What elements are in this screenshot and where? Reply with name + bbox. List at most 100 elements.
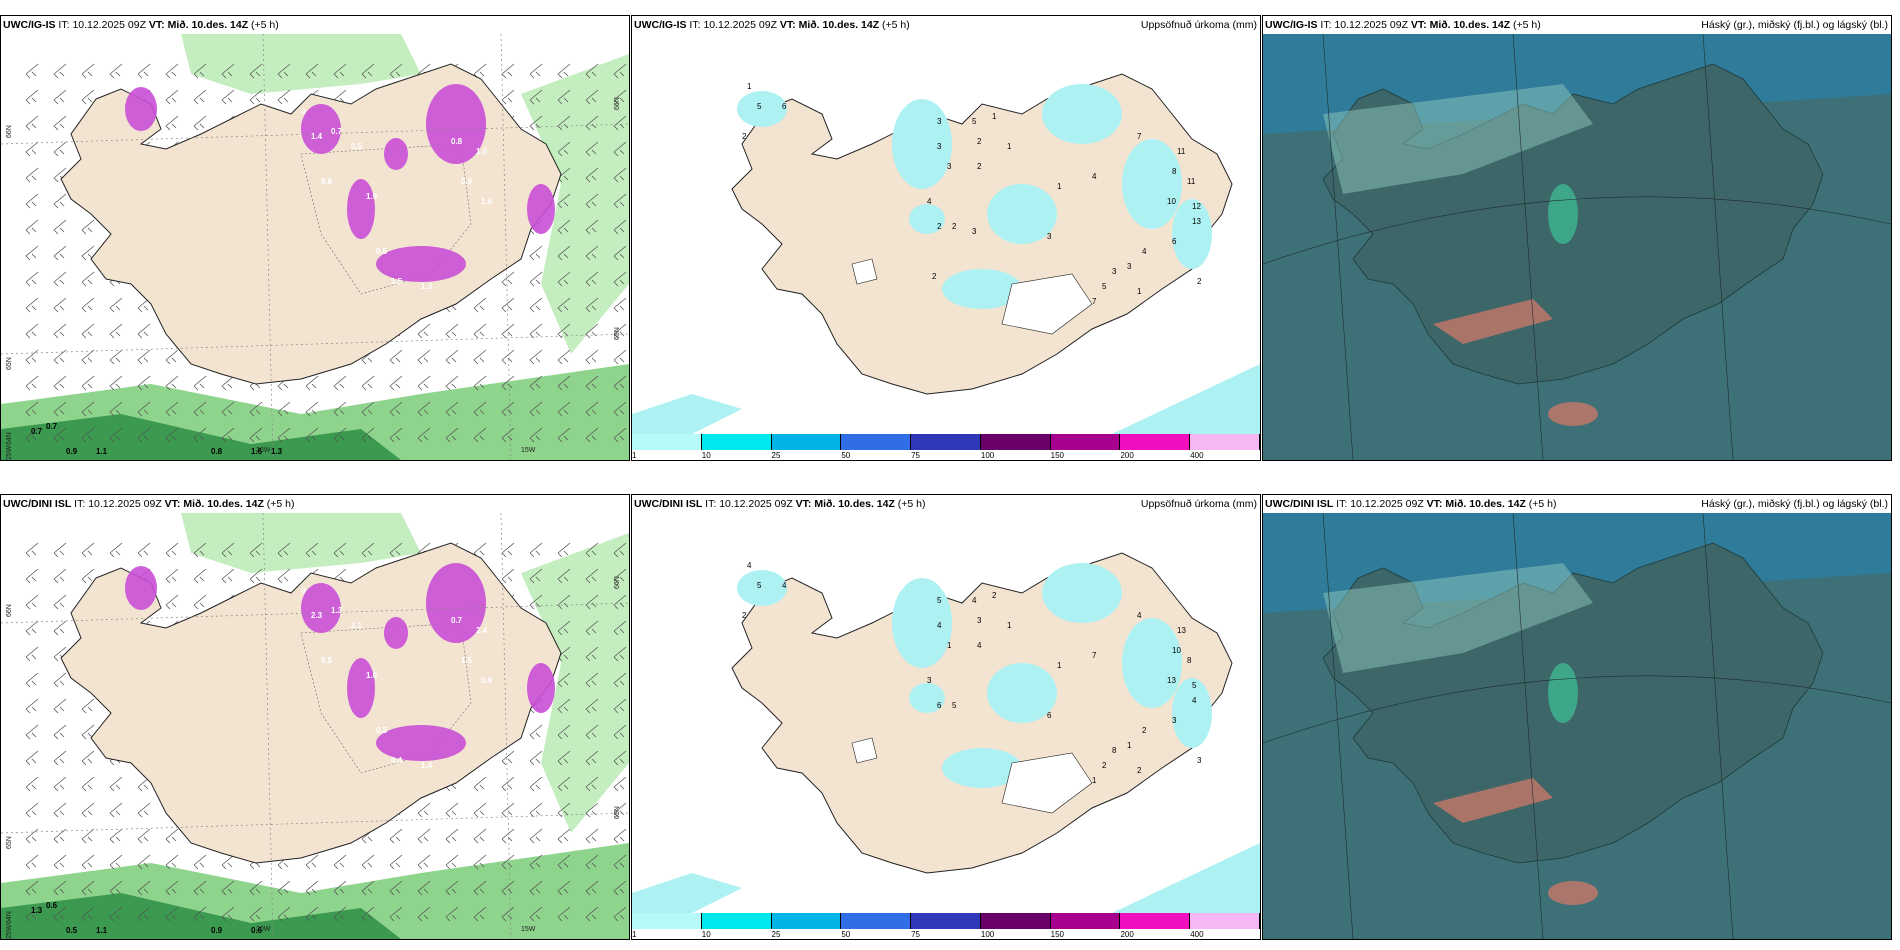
it-label: IT: [705, 498, 717, 510]
colorbar-swatch [841, 913, 912, 929]
wind-barb [613, 568, 627, 584]
wind-barb [333, 375, 347, 391]
wind-barb [585, 906, 599, 922]
longitude-line [262, 513, 274, 939]
precip-patch [987, 184, 1057, 244]
value-label: 1.6 [481, 197, 493, 206]
wind-barb [109, 906, 123, 922]
wind-barb [585, 802, 599, 818]
it-label: IT: [58, 19, 70, 31]
wind-barb [305, 63, 319, 79]
wind-barb [585, 115, 599, 131]
wind-barb [333, 401, 347, 417]
value-label: 1.4 [311, 132, 323, 141]
panel-top-right: UWC/IG-IS IT: 10.12.2025 09Z VT: Mið. 10… [1262, 15, 1892, 461]
value-label: 0.5 [66, 926, 78, 935]
wind-barb [361, 854, 375, 870]
wind-barb [221, 63, 235, 79]
value-label: 1.3 [31, 906, 43, 915]
wind-barb [501, 906, 515, 922]
wind-barb [613, 401, 627, 417]
axis-label: 66N [6, 125, 13, 138]
value-label: 0.6 [251, 926, 263, 935]
colorbar-swatch [911, 434, 981, 450]
wind-barb [25, 646, 39, 662]
wind-barb [529, 828, 543, 844]
wind-barb [305, 906, 319, 922]
colorbar-tick-label: 400 [1190, 930, 1204, 939]
wind-barb [557, 219, 571, 235]
precip-patch [942, 748, 1022, 788]
precip-value: 2 [1142, 726, 1147, 735]
precip-value: 1 [992, 112, 997, 121]
wind-barb [501, 63, 515, 79]
wind-barb [137, 63, 151, 79]
wind-barb [25, 63, 39, 79]
wind-barb [361, 906, 375, 922]
value-label: 1.1 [96, 926, 108, 935]
wind-barb [53, 854, 67, 870]
wind-barb [193, 854, 207, 870]
precip-value: 2 [742, 132, 747, 141]
precip-value: 2 [952, 222, 957, 231]
wind-barb [333, 63, 347, 79]
wind-barb [389, 427, 403, 443]
high-cloud-patch [1548, 881, 1598, 905]
precip-value: 1 [1057, 661, 1062, 670]
mid-cloud-patch [1548, 663, 1578, 723]
precip-value: 6 [1047, 711, 1052, 720]
lead-time: (+5 h) [882, 19, 910, 31]
wind-barb [361, 542, 375, 558]
wind-barb [473, 297, 487, 313]
graticule-line [1512, 34, 1544, 460]
wind-barb [25, 141, 39, 157]
wind-barb [193, 115, 207, 131]
wind-barb [193, 568, 207, 584]
wind-barb [305, 401, 319, 417]
vt-value: Mið. 10.des. 14Z [183, 498, 264, 510]
wind-barb [81, 219, 95, 235]
wind-barb [25, 89, 39, 105]
wind-barb [557, 854, 571, 870]
wind-barb [585, 594, 599, 610]
it-label: IT: [1336, 498, 1348, 510]
wind-barb [109, 427, 123, 443]
wind-barb [529, 568, 543, 584]
wind-barb [585, 375, 599, 391]
wind-barb [25, 568, 39, 584]
wind-barb [165, 63, 179, 79]
value-label: 0.4 [391, 756, 403, 765]
high-cloud-patch [1433, 299, 1553, 344]
wind-barb [165, 828, 179, 844]
wind-barb [137, 375, 151, 391]
wind-barb [529, 542, 543, 558]
wind-barb [557, 271, 571, 287]
precip-area [521, 54, 629, 354]
wind-barb [389, 349, 403, 365]
graticule-line [1512, 513, 1544, 939]
colorbar-swatch [1120, 913, 1191, 929]
wind-barb [501, 776, 515, 792]
precip-value: 13 [1177, 626, 1186, 635]
wind-barb [333, 542, 347, 558]
wind-barb [53, 141, 67, 157]
wind-barb [53, 245, 67, 261]
precip-value: 4 [1092, 172, 1097, 181]
wind-barb [137, 323, 151, 339]
precip-area [181, 34, 421, 94]
precip-value: 6 [782, 102, 787, 111]
precip-value: 4 [937, 621, 942, 630]
wind-barb [613, 828, 627, 844]
wind-barb [557, 880, 571, 896]
wind-barb [473, 802, 487, 818]
wind-barb [557, 63, 571, 79]
wind-barb [277, 401, 291, 417]
precip-value: 5 [1102, 282, 1107, 291]
wind-barb [417, 323, 431, 339]
wind-barb [473, 906, 487, 922]
wind-barb [109, 375, 123, 391]
precip-value: 1 [1137, 287, 1142, 296]
wind-barb [557, 724, 571, 740]
wind-barb [25, 854, 39, 870]
lead-time: (+5 h) [1528, 498, 1557, 510]
